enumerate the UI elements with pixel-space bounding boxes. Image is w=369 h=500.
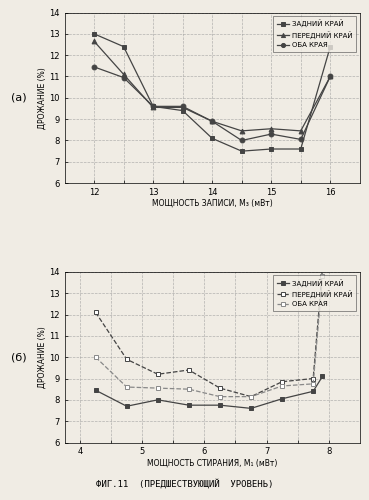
ОБА КРАЯ [210, 118, 214, 124]
ЗАДНИЙ КРАЙ [280, 396, 284, 402]
ЗАДНИЙ КРАЙ [299, 146, 303, 152]
ПЕРЕДНИЙ КРАЙ [156, 371, 160, 377]
ЗАДНИЙ КРАЙ [121, 44, 126, 50]
ЗАДНИЙ КРАЙ [210, 136, 214, 141]
Legend: ЗАДНИЙ КРАЙ, ПЕРЕДНИЙ КРАЙ, ОБА КРАЯ: ЗАДНИЙ КРАЙ, ПЕРЕДНИЙ КРАЙ, ОБА КРАЯ [273, 16, 356, 52]
Text: (а): (а) [11, 93, 27, 103]
ЗАДНИЙ КРАЙ [156, 397, 160, 403]
ЗАДНИЙ КРАЙ [218, 402, 222, 408]
ОБА КРАЯ [92, 64, 96, 70]
Line: ОБА КРАЯ: ОБА КРАЯ [93, 274, 325, 399]
Line: ПЕРЕДНИЙ КРАЙ: ПЕРЕДНИЙ КРАЙ [92, 39, 333, 134]
ЗАДНИЙ КРАЙ [151, 104, 155, 110]
ОБА КРАЯ [299, 136, 303, 142]
ОБА КРАЯ [239, 138, 244, 143]
Y-axis label: ДРОЖАНИЕ (%): ДРОЖАНИЕ (%) [38, 67, 47, 128]
ПЕРЕДНИЙ КРАЙ [239, 128, 244, 134]
ПЕРЕДНИЙ КРАЙ [187, 367, 191, 373]
ОБА КРАЯ [280, 383, 284, 389]
ПЕРЕДНИЙ КРАЙ [249, 394, 253, 400]
X-axis label: МОЩНОСТЬ СТИРАНИЯ, M₁ (мВт): МОЩНОСТЬ СТИРАНИЯ, M₁ (мВт) [147, 458, 277, 468]
ОБА КРАЯ [311, 381, 315, 387]
ОБА КРАЯ [124, 384, 129, 390]
ЗАДНИЙ КРАЙ [320, 374, 325, 380]
ЗАДНИЙ КРАЙ [239, 148, 244, 154]
Line: ЗАДНИЙ КРАЙ: ЗАДНИЙ КРАЙ [92, 32, 333, 154]
ПЕРЕДНИЙ КРАЙ [124, 356, 129, 362]
ЗАДНИЙ КРАЙ [269, 146, 273, 152]
ПЕРЕДНИЙ КРАЙ [311, 376, 315, 382]
ПЕРЕДНИЙ КРАЙ [93, 310, 98, 316]
ЗАДНИЙ КРАЙ [187, 402, 191, 408]
ОБА КРАЯ [93, 354, 98, 360]
ПЕРЕДНИЙ КРАЙ [328, 74, 332, 80]
ОБА КРАЯ [269, 131, 273, 137]
ОБА КРАЯ [328, 74, 332, 80]
ПЕРЕДНИЙ КРАЙ [299, 128, 303, 134]
ЗАДНИЙ КРАЙ [93, 387, 98, 393]
ЗАДНИЙ КРАЙ [249, 406, 253, 411]
ПЕРЕДНИЙ КРАЙ [269, 126, 273, 132]
ОБА КРАЯ [151, 104, 155, 110]
Legend: ЗАДНИЙ КРАЙ, ПЕРЕДНИЙ КРАЙ, ОБА КРАЯ: ЗАДНИЙ КРАЙ, ПЕРЕДНИЙ КРАЙ, ОБА КРАЯ [273, 276, 356, 311]
ПЕРЕДНИЙ КРАЙ [151, 104, 155, 110]
Y-axis label: ДРОЖАНИЕ (%): ДРОЖАНИЕ (%) [38, 326, 47, 388]
ПЕРЕДНИЙ КРАЙ [210, 118, 214, 124]
ОБА КРАЯ [249, 394, 253, 400]
Line: ЗАДНИЙ КРАЙ: ЗАДНИЙ КРАЙ [93, 374, 325, 411]
ОБА КРАЯ [187, 386, 191, 392]
ОБА КРАЯ [180, 104, 185, 110]
ОБА КРАЯ [156, 385, 160, 391]
ПЕРЕДНИЙ КРАЙ [180, 104, 185, 110]
Line: ПЕРЕДНИЙ КРАЙ: ПЕРЕДНИЙ КРАЙ [93, 265, 325, 399]
ПЕРЕДНИЙ КРАЙ [320, 264, 325, 270]
ПЕРЕДНИЙ КРАЙ [218, 385, 222, 391]
ОБА КРАЯ [121, 74, 126, 80]
X-axis label: МОЩНОСТЬ ЗАПИСИ, M₃ (мВт): МОЩНОСТЬ ЗАПИСИ, M₃ (мВт) [152, 199, 273, 208]
ПЕРЕДНИЙ КРАЙ [92, 38, 96, 44]
ЗАДНИЙ КРАЙ [328, 44, 332, 50]
ЗАДНИЙ КРАЙ [180, 108, 185, 114]
ОБА КРАЯ [320, 273, 325, 279]
ЗАДНИЙ КРАЙ [311, 388, 315, 394]
Text: ФИГ.11  (ПРЕДШЕСТВУЮЩИЙ  УРОВЕНЬ): ФИГ.11 (ПРЕДШЕСТВУЮЩИЙ УРОВЕНЬ) [96, 479, 273, 489]
ОБА КРАЯ [218, 394, 222, 400]
ЗАДНИЙ КРАЙ [124, 403, 129, 409]
Text: (б): (б) [11, 352, 27, 362]
ЗАДНИЙ КРАЙ [92, 31, 96, 37]
ПЕРЕДНИЙ КРАЙ [280, 378, 284, 384]
ПЕРЕДНИЙ КРАЙ [121, 72, 126, 78]
Line: ОБА КРАЯ: ОБА КРАЯ [92, 64, 333, 143]
